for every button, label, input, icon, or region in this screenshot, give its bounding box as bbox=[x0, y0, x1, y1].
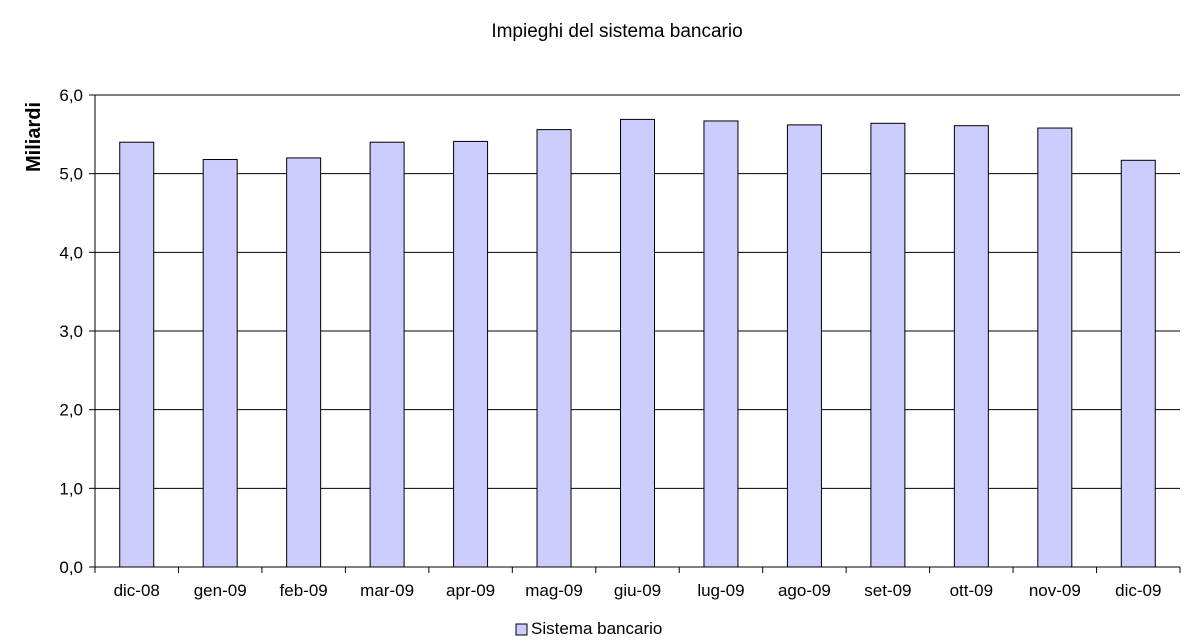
x-tick-label: nov-09 bbox=[1029, 581, 1081, 600]
bar bbox=[286, 157, 322, 568]
x-tick-label: mag-09 bbox=[525, 581, 583, 600]
bar bbox=[1120, 159, 1156, 568]
bar bbox=[536, 129, 572, 568]
bar bbox=[870, 122, 906, 568]
x-tick-label: mar-09 bbox=[360, 581, 414, 600]
x-tick-label: dic-08 bbox=[114, 581, 160, 600]
x-tick-label: giu-09 bbox=[614, 581, 661, 600]
bar bbox=[786, 124, 822, 568]
bar bbox=[119, 141, 155, 568]
y-tick-label: 3,0 bbox=[59, 322, 83, 341]
bar bbox=[202, 159, 238, 568]
y-tick-label: 0,0 bbox=[59, 558, 83, 577]
legend-swatch bbox=[515, 623, 528, 636]
legend: Sistema bancario bbox=[515, 619, 662, 638]
axes bbox=[89, 94, 1181, 573]
x-tick-label: feb-09 bbox=[280, 581, 328, 600]
bars bbox=[119, 118, 1156, 568]
y-tick-label: 2,0 bbox=[59, 401, 83, 420]
bar bbox=[620, 118, 655, 568]
bar bbox=[703, 120, 739, 568]
x-tick-labels: dic-08 gen-09 feb-09 mar-09 apr-09 mag-09 giu-… bbox=[114, 581, 1162, 600]
legend-label: Sistema bancario bbox=[531, 619, 662, 638]
x-tick-label: ott-09 bbox=[950, 581, 993, 600]
x-tick-label: dic-09 bbox=[1115, 581, 1161, 600]
bar bbox=[953, 125, 989, 568]
bar bbox=[1037, 127, 1073, 568]
y-tick-label: 1,0 bbox=[59, 479, 83, 498]
bar bbox=[453, 140, 489, 568]
y-tick-label: 4,0 bbox=[59, 243, 83, 262]
y-tick-labels: 0,0 1,0 2,0 3,0 4,0 5,0 6,0 bbox=[59, 86, 83, 577]
y-tick-label: 6,0 bbox=[59, 86, 83, 105]
y-tick-label: 5,0 bbox=[59, 165, 83, 184]
y-axis-label: Miliardi bbox=[23, 102, 45, 172]
x-tick-label: gen-09 bbox=[194, 581, 247, 600]
x-tick-label: set-09 bbox=[864, 581, 911, 600]
x-tick-label: apr-09 bbox=[446, 581, 495, 600]
x-tick-label: ago-09 bbox=[778, 581, 831, 600]
chart-title: Impieghi del sistema bancario bbox=[491, 21, 742, 42]
bar bbox=[369, 141, 405, 568]
x-tick-label: lug-09 bbox=[697, 581, 744, 600]
